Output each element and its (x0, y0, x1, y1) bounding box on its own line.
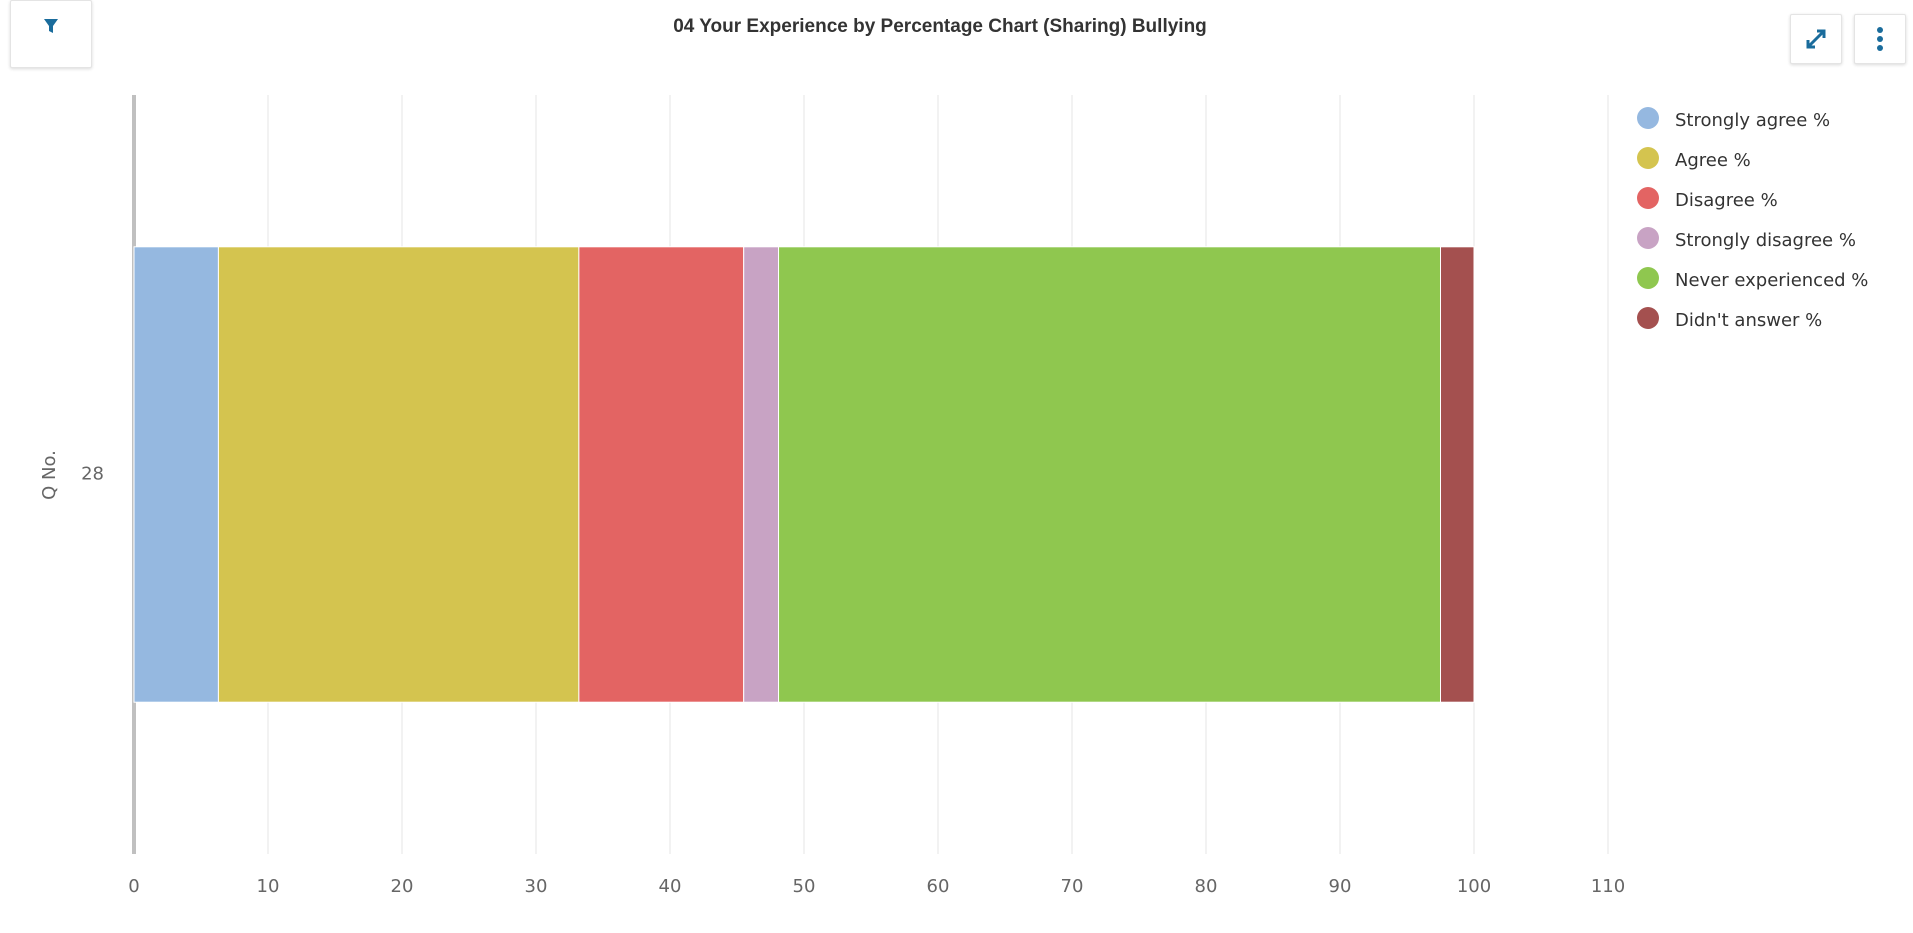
y-axis-label: Q No. (39, 450, 60, 500)
x-tick-label: 20 (391, 876, 414, 897)
legend-marker (1637, 227, 1659, 249)
legend-marker (1637, 307, 1659, 329)
filter-icon (44, 19, 58, 33)
chart-title: 04 Your Experience by Percentage Chart (… (673, 16, 1207, 37)
filter-button[interactable] (10, 0, 92, 68)
bar-segment (778, 246, 1441, 703)
legend-marker (1637, 187, 1659, 209)
x-tick-label: 40 (659, 876, 682, 897)
x-tick-label: 0 (128, 876, 139, 897)
x-tick-label: 70 (1061, 876, 1084, 897)
x-tick-label: 30 (525, 876, 548, 897)
legend-label: Strongly agree % (1675, 110, 1830, 131)
x-tick-label: 60 (927, 876, 950, 897)
bar-segment (578, 246, 745, 703)
bar-segment (743, 246, 780, 703)
expand-icon (1806, 29, 1826, 49)
x-tick-label: 110 (1591, 876, 1625, 897)
expand-button[interactable] (1790, 14, 1842, 64)
legend-marker (1637, 107, 1659, 129)
x-tick-label: 10 (257, 876, 280, 897)
legend-label: Strongly disagree % (1675, 230, 1856, 251)
menu-icon (1877, 27, 1883, 51)
y-tick-label: 28 (81, 464, 104, 485)
legend-label: Agree % (1675, 150, 1751, 171)
x-tick-label: 90 (1329, 876, 1352, 897)
bar-segment (133, 246, 219, 703)
x-tick-label: 100 (1457, 876, 1491, 897)
legend-label: Didn't answer % (1675, 310, 1822, 331)
menu-button[interactable] (1854, 14, 1906, 64)
legend-marker (1637, 147, 1659, 169)
legend-marker (1637, 267, 1659, 289)
legend-label: Never experienced % (1675, 270, 1868, 291)
x-tick-label: 50 (793, 876, 816, 897)
bar-segment (217, 246, 580, 703)
bar-segment (1440, 246, 1475, 703)
legend-label: Disagree % (1675, 190, 1778, 211)
x-tick-label: 80 (1195, 876, 1218, 897)
